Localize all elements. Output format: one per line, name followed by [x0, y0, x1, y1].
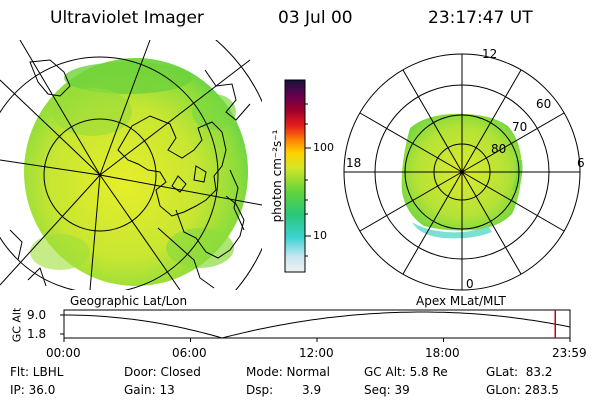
date-label: 03 Jul 00: [278, 8, 353, 28]
time-tick-2359: 23:59: [552, 346, 587, 360]
ip-info: IP: 36.0: [10, 383, 56, 397]
geographic-map: [0, 40, 262, 290]
lat-label-60: 60: [536, 97, 552, 111]
altitude-strip: [60, 309, 571, 342]
colorbar-tick-100: 100: [313, 141, 334, 154]
instrument-title: Ultraviolet Imager: [50, 8, 204, 28]
colorbar-tick-10: 10: [313, 229, 327, 242]
colorbar: [284, 79, 311, 273]
seq-info: Seq: 39: [364, 383, 410, 397]
door-info: Door: Closed: [124, 365, 201, 379]
altitude-curve: [64, 311, 571, 339]
right-panel-caption: Apex MLat/MLT: [416, 294, 506, 308]
mlt-label-18: 18: [346, 156, 362, 170]
gc-alt-info: GC Alt: 5.8 Re: [364, 365, 448, 379]
lat-label-80: 80: [491, 142, 507, 156]
gain-info: Gain: 13: [124, 383, 175, 397]
glat-info: GLat: 83.2: [486, 365, 553, 379]
mlt-label-0: 0: [466, 277, 474, 291]
time-tick-1200: 12:00: [299, 346, 334, 360]
aurora-image-left: [24, 58, 248, 286]
alt-tick-1.8: 1.8: [27, 327, 47, 341]
coastlines: [9, 59, 251, 289]
dsp-info: Dsp:: [246, 383, 274, 397]
dsp-value: 3.9: [302, 383, 322, 397]
lat-label-70: 70: [512, 120, 528, 134]
mlt-label-12: 12: [482, 47, 498, 61]
polar-plot: [343, 53, 581, 291]
time-tick-1800: 18:00: [425, 346, 460, 360]
alt-tick-9: 9.0: [27, 308, 47, 322]
time-tick-0600: 06:00: [172, 346, 207, 360]
left-panel-caption: Geographic Lat/Lon: [70, 294, 188, 308]
mlt-label-6: 6: [577, 156, 585, 170]
glon-info: GLon: 283.5: [486, 383, 559, 397]
time-tick-0000: 00:00: [46, 346, 81, 360]
graticule: [0, 40, 262, 290]
gc-alt-axis-label: GC Alt: [10, 307, 24, 343]
time-label: 23:17:47 UT: [428, 8, 533, 28]
mode-info: Mode: Normal: [246, 365, 330, 379]
filter-info: Flt: LBHL: [10, 365, 64, 379]
colorbar-unit-label: photon cm⁻²s⁻¹: [270, 129, 284, 223]
